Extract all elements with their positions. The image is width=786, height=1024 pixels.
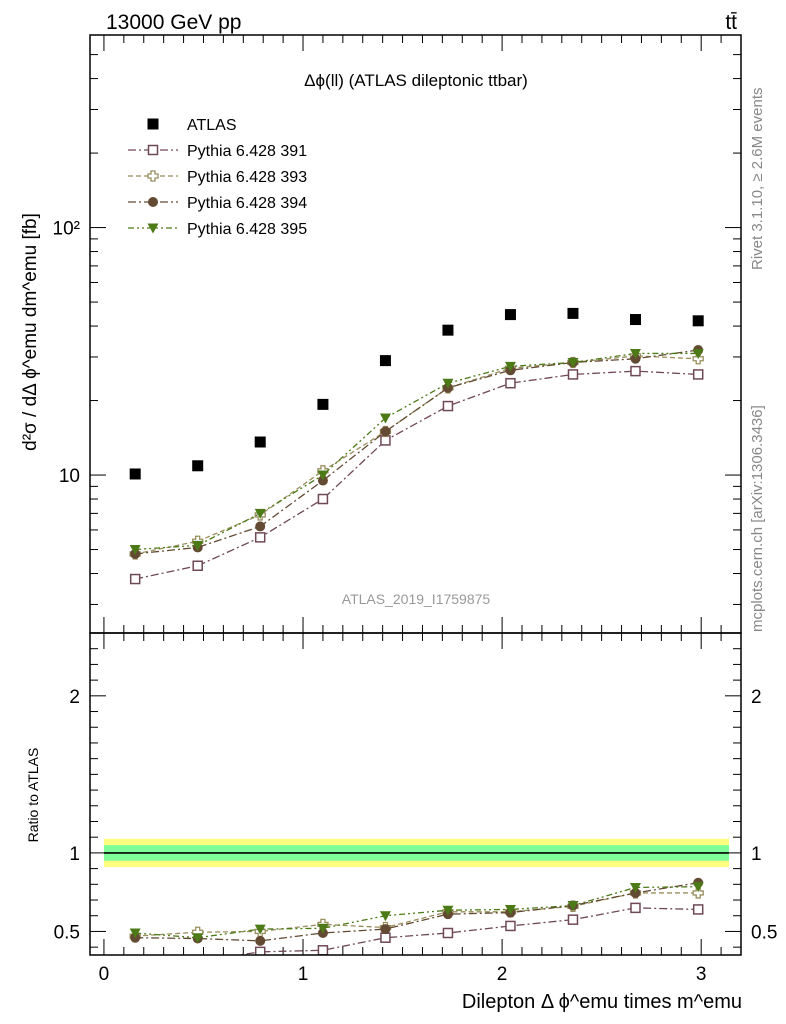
- ratio-line-pythia-6-428-391: [235, 907, 699, 955]
- analysis-id-label: ATLAS_2019_I1759875: [342, 591, 491, 607]
- data-point-pythia-6-428-394: [380, 426, 391, 437]
- ratio-point-pythia-6-428-391: [505, 920, 516, 932]
- data-point-pythia-6-428-391: [192, 560, 203, 572]
- data-point-pythia-6-428-391: [630, 365, 641, 377]
- ratio-point-pythia-6-428-395: [317, 923, 329, 934]
- mcplots-label: mcplots.cern.ch [arXiv:1306.3436]: [749, 405, 766, 632]
- legend: ATLAS Pythia 6.428 391 Pythia 6.428 393 Pyt…: [128, 117, 307, 238]
- process-label: tt̄: [725, 11, 737, 34]
- data-point-atlas: [254, 436, 266, 448]
- data-point-pythia-6-428-395: [254, 508, 266, 519]
- energy-label: 13000 GeV pp: [106, 11, 241, 34]
- ratio-ytick-label: 1: [69, 844, 80, 865]
- ratio-point-pythia-6-428-394: [380, 924, 391, 935]
- series-line-pythia-6-428-394: [135, 349, 699, 555]
- data-point-pythia-6-428-395: [442, 378, 454, 389]
- ratio-xlabel: Dilepton Δ ϕ^emu times m^emu: [462, 991, 742, 1013]
- data-point-pythia-6-428-391: [567, 369, 579, 380]
- data-point-atlas: [692, 315, 704, 327]
- ratio-ytick-label: 0.5: [751, 922, 777, 943]
- ratio-xtick-label: 1: [298, 964, 309, 985]
- legend-marker-atlas: [147, 118, 159, 130]
- ratio-point-pythia-6-428-391: [567, 914, 579, 925]
- series-line-pythia-6-428-391: [135, 370, 699, 580]
- ratio-point-pythia-6-428-395: [254, 924, 266, 935]
- data-point-pythia-6-428-391: [380, 435, 391, 446]
- legend-label-atlas: ATLAS: [187, 117, 237, 134]
- main-title: Δϕ(ll) (ATLAS dileptonic ttbar): [304, 71, 528, 90]
- legend-marker-pythia-6-428-393: [147, 170, 159, 182]
- legend-marker-pythia-6-428-394: [148, 197, 158, 207]
- ratio-point-pythia-6-428-391: [692, 904, 704, 915]
- data-point-pythia-6-428-394: [255, 521, 266, 532]
- ratio-line-pythia-6-428-394: [135, 882, 699, 942]
- ratio-point-pythia-6-428-395: [567, 901, 579, 912]
- ratio-point-pythia-6-428-393: [692, 887, 704, 899]
- ratio-series-group: [129, 877, 704, 966]
- data-point-atlas: [192, 460, 204, 472]
- main-ytick-label: 10: [59, 466, 80, 487]
- data-point-pythia-6-428-395: [629, 348, 641, 359]
- ratio-point-pythia-6-428-391: [442, 927, 454, 939]
- ratio-point-pythia-6-428-391: [317, 945, 329, 955]
- data-point-pythia-6-428-391: [317, 493, 329, 505]
- ratio-point-pythia-6-428-395: [504, 904, 516, 915]
- ratio-point-pythia-6-428-391: [254, 946, 266, 955]
- data-point-pythia-6-428-391: [129, 573, 141, 585]
- data-point-pythia-6-428-391: [442, 400, 454, 412]
- data-point-pythia-6-428-395: [567, 357, 579, 368]
- ratio-point-pythia-6-428-395: [192, 933, 204, 944]
- ratio-point-pythia-6-428-391: [380, 932, 391, 943]
- data-point-pythia-6-428-395: [192, 540, 204, 551]
- legend-marker-pythia-6-428-395: [147, 223, 159, 234]
- data-point-atlas: [379, 355, 391, 367]
- rivet-label: Rivet 3.1.10, ≥ 2.6M events: [749, 88, 766, 271]
- data-point-atlas: [129, 468, 141, 480]
- ratio-ylabel: Ratio to ATLAS: [25, 748, 41, 843]
- data-point-pythia-6-428-395: [692, 348, 704, 359]
- legend-label-pythia-6-428-394: Pythia 6.428 394: [187, 195, 307, 212]
- series-line-pythia-6-428-395: [135, 352, 699, 551]
- ratio-point-pythia-6-428-395: [629, 882, 641, 893]
- legend-label-pythia-6-428-395: Pythia 6.428 395: [187, 221, 307, 238]
- legend-label-pythia-6-428-393: Pythia 6.428 393: [187, 169, 307, 186]
- data-point-pythia-6-428-395: [129, 545, 141, 556]
- data-point-pythia-6-428-394: [317, 475, 328, 486]
- data-point-pythia-6-428-391: [505, 377, 516, 389]
- data-point-pythia-6-428-395: [504, 361, 516, 372]
- ratio-point-pythia-6-428-395: [692, 882, 704, 893]
- data-point-atlas: [442, 324, 454, 336]
- ratio-point-pythia-6-428-395: [442, 905, 454, 916]
- main-ytick-label: 10²: [53, 219, 80, 240]
- data-point-pythia-6-428-395: [379, 413, 391, 424]
- data-point-pythia-6-428-391: [254, 532, 266, 543]
- ratio-point-pythia-6-428-395: [379, 911, 391, 922]
- data-point-atlas: [567, 307, 579, 319]
- ratio-ytick-label: 2: [69, 687, 80, 708]
- ratio-point-pythia-6-428-391: [193, 957, 202, 966]
- ratio-point-pythia-6-428-394: [255, 935, 266, 946]
- ratio-point-pythia-6-428-395: [129, 928, 141, 939]
- data-point-pythia-6-428-391: [692, 369, 704, 380]
- ratio-frame: [89, 632, 742, 956]
- ratio-point-pythia-6-428-391: [630, 902, 641, 914]
- ratio-xtick-label: 2: [497, 964, 508, 985]
- data-point-atlas: [504, 309, 516, 321]
- series-line-pythia-6-428-393: [135, 355, 699, 555]
- ratio-ytick-label: 0.5: [54, 922, 80, 943]
- ratio-xtick-label: 0: [99, 964, 110, 985]
- legend-label-pythia-6-428-391: Pythia 6.428 391: [187, 143, 307, 160]
- data-point-atlas: [629, 314, 641, 326]
- legend-marker-pythia-6-428-391: [147, 144, 159, 156]
- data-point-pythia-6-428-395: [317, 470, 329, 481]
- data-point-atlas: [317, 398, 329, 410]
- ratio-line-pythia-6-428-393: [135, 892, 699, 937]
- ratio-xtick-label: 3: [696, 964, 707, 985]
- ratio-ytick-label: 1: [751, 844, 762, 865]
- ratio-point-pythia-6-428-391: [131, 957, 140, 966]
- main-ylabel: d²σ / dΔ ϕ^emu dm^emu [fb]: [20, 213, 41, 451]
- ratio-ytick-label: 2: [751, 687, 762, 708]
